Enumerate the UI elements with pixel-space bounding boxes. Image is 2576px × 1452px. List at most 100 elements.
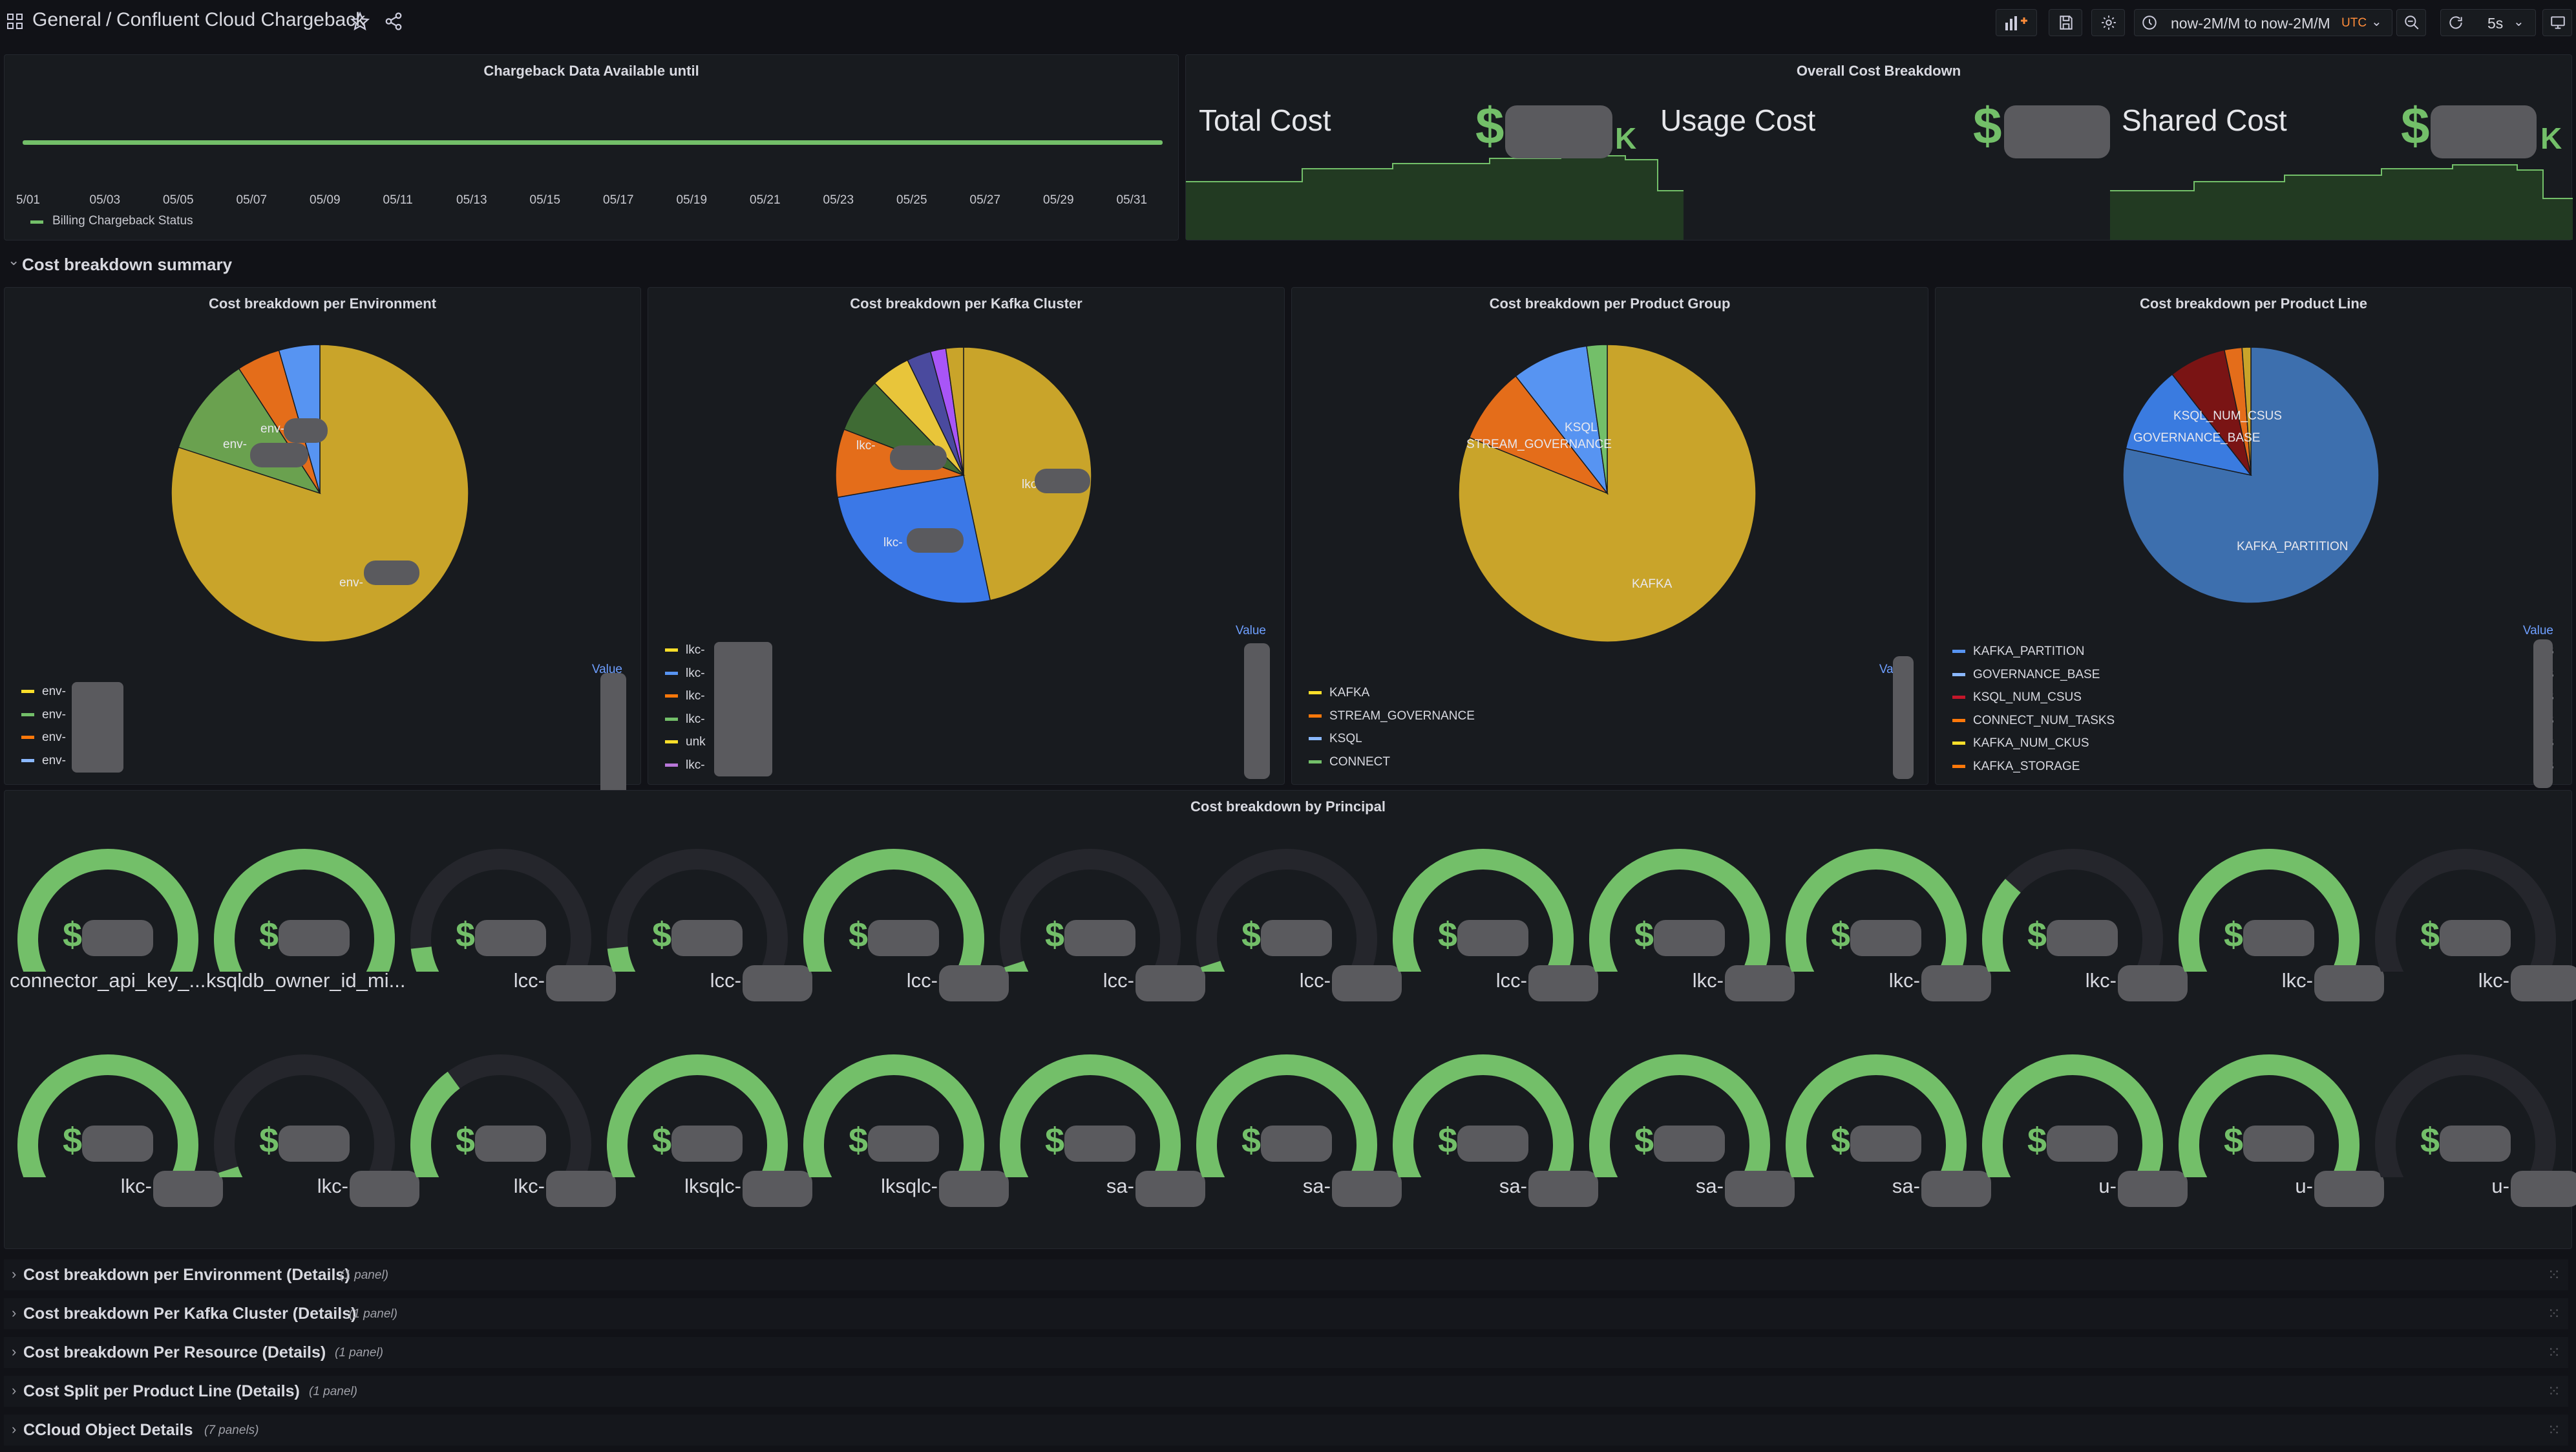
principal-gauge[interactable]: $ lcc- (1190, 842, 1402, 1010)
slice-label: GOVERNANCE_BASE (2133, 431, 2261, 445)
legend-item[interactable]: KAFKA_PARTITION$ (1952, 645, 2553, 659)
legend-item[interactable]: KAFKA_NUM_CKUS$ (1952, 736, 2553, 751)
legend-item[interactable]: KAFKA$ (1309, 686, 1910, 700)
principal-gauge[interactable]: $ sa- (1583, 1048, 1795, 1216)
legend-value-header[interactable]: Value (1235, 624, 1266, 637)
legend-value-header[interactable]: Value (2522, 624, 2553, 637)
drag-handle-icon[interactable]: ⁙ (2547, 1305, 2560, 1323)
gauge-name: u- (2295, 1175, 2313, 1197)
principal-gauge[interactable]: $ lkc- (11, 1048, 223, 1216)
legend-item[interactable]: GOVERNANCE_BASE$ (1952, 668, 2553, 682)
legend-label: unk (686, 735, 706, 749)
timezone-label: UTC (2341, 16, 2367, 30)
pie-slice[interactable] (1515, 345, 1609, 495)
pie-slice[interactable] (945, 347, 964, 476)
principal-gauge[interactable]: $ sa- (1190, 1048, 1402, 1216)
summary-row-header[interactable]: ⌄ Cost breakdown summary (4, 250, 2568, 278)
redacted-value (1244, 643, 1270, 779)
legend-swatch (21, 758, 34, 762)
collapsed-row[interactable]: › Cost Split per Product Line (Details) (1… (4, 1376, 2568, 1407)
principal-gauge[interactable]: $ lksqlc- (600, 1048, 812, 1216)
principal-gauge[interactable]: $ lkc- (1583, 842, 1795, 1010)
principal-panel: Cost breakdown by Principal $ connector_a… (4, 790, 2576, 1249)
time-range-picker[interactable]: now-2M/M to now-2M/M UTC ⌄ (2134, 9, 2392, 36)
principal-gauge[interactable]: $ ksqldb_owner_id_mi... (206, 842, 406, 1010)
redacted-value (250, 443, 308, 467)
add-panel-button[interactable] (1996, 9, 2037, 36)
pie-slice[interactable] (1468, 375, 1609, 495)
principal-gauge[interactable]: $ connector_api_key_... (10, 842, 206, 1010)
apps-grid-icon[interactable] (6, 13, 23, 30)
principal-gauge[interactable]: $ sa- (1386, 1048, 1598, 1216)
panel-title: Overall Cost Breakdown (1796, 63, 1961, 79)
collapsed-row[interactable]: › CCloud Object Details (7 panels) ⁙ (4, 1415, 2568, 1446)
principal-gauge[interactable]: $ lcc- (797, 842, 1009, 1010)
redacted-value (743, 1171, 812, 1207)
gauge-fill (410, 946, 439, 972)
principal-gauge[interactable]: $ lkc- (1976, 842, 2188, 1010)
legend-label: env- (42, 707, 66, 721)
pie-slice[interactable] (1586, 344, 1608, 494)
principal-gauge[interactable]: $ lkc- (1779, 842, 1991, 1010)
legend-value-header[interactable]: Value (591, 663, 622, 676)
collapsed-row[interactable]: › Cost breakdown per Environment (Details… (4, 1259, 2568, 1290)
legend-label: KAFKA (1329, 686, 1370, 699)
share-icon[interactable] (384, 12, 403, 34)
drag-handle-icon[interactable]: ⁙ (2547, 1422, 2560, 1439)
principal-gauge[interactable]: $ lkc- (404, 1048, 616, 1216)
redacted-value (2431, 105, 2537, 158)
legend-label[interactable]: Billing Chargeback Status (52, 214, 193, 228)
dashboard-settings-button[interactable] (2091, 9, 2125, 36)
drag-handle-icon[interactable]: ⁙ (2547, 1383, 2560, 1400)
save-dashboard-button[interactable] (2049, 9, 2082, 36)
drag-handle-icon[interactable]: ⁙ (2547, 1266, 2560, 1284)
principal-gauge[interactable]: $ u- (2172, 1048, 2384, 1216)
gauge-track (214, 1054, 395, 1177)
principal-gauge[interactable]: $ lksqlc- (797, 1048, 1009, 1216)
principal-gauge[interactable]: $ lkc- (2369, 842, 2576, 1010)
principal-gauge[interactable]: $ u- (1976, 1048, 2188, 1216)
star-icon[interactable] (350, 11, 370, 34)
principal-gauge[interactable]: $ lcc- (600, 842, 812, 1010)
dashboard-title[interactable]: Confluent Cloud Chargeback (116, 9, 366, 30)
gauge-name: ksqldb_owner_id_mi... (206, 969, 406, 992)
legend-item[interactable]: KSQL_NUM_CSUS$ (1952, 690, 2553, 705)
pie-slice[interactable] (963, 347, 1092, 601)
principal-gauge[interactable]: $ sa- (1779, 1048, 1991, 1216)
clock-icon (2142, 16, 2157, 30)
collapsed-row[interactable]: › Cost breakdown Per Resource (Details) (1… (4, 1337, 2568, 1368)
gauge-fill (17, 1054, 198, 1177)
principal-gauge[interactable]: $ sa- (993, 1048, 1205, 1216)
gauge-value-prefix: $ (259, 915, 279, 954)
principal-gauge[interactable]: $ lkc- (207, 1048, 419, 1216)
legend-item[interactable]: CONNECT_NUM_TASKS$ (1952, 714, 2553, 728)
zoom-out-button[interactable] (2396, 9, 2426, 36)
legend-swatch (21, 712, 34, 716)
legend-item[interactable]: KAFKA_STORAGE$ (1952, 760, 2553, 774)
pie-slice[interactable] (2125, 373, 2252, 476)
row-title: Cost breakdown per Environment (Details) (23, 1266, 350, 1284)
axis-tick-label: 05/23 (823, 193, 854, 207)
collapsed-row[interactable]: › Cost breakdown Per Kafka Cluster (Detai… (4, 1298, 2568, 1329)
refresh-button[interactable]: 5s ⌄ (2440, 9, 2536, 36)
gauge-value-prefix: $ (1241, 1121, 1262, 1160)
principal-gauge[interactable]: $ lcc- (993, 842, 1205, 1010)
slice-label: lkc- (856, 439, 876, 453)
tv-mode-button[interactable] (2542, 9, 2572, 36)
slice-label: env- (260, 422, 284, 436)
pie-slice[interactable] (2241, 347, 2252, 476)
time-range-label: now-2M/M to now-2M/M (2171, 15, 2330, 32)
legend-swatch (1309, 760, 1322, 763)
axis-tick-label: 05/19 (676, 193, 708, 207)
gauge-fill (803, 1054, 984, 1177)
principal-gauge[interactable]: $ lcc- (1386, 842, 1598, 1010)
redacted-value (2314, 1171, 2384, 1207)
drag-handle-icon[interactable]: ⁙ (2547, 1344, 2560, 1361)
principal-gauge[interactable]: $ lcc- (404, 842, 616, 1010)
legend-item[interactable]: KSQL$ (1309, 732, 1910, 746)
principal-gauge[interactable]: $ lkc- (2172, 842, 2384, 1010)
legend-item[interactable]: CONNECT$ (1309, 755, 1910, 769)
breadcrumb-root[interactable]: General (32, 9, 101, 30)
principal-gauge[interactable]: $ u- (2369, 1048, 2576, 1216)
legend-item[interactable]: STREAM_GOVERNANCE$ (1309, 709, 1910, 723)
